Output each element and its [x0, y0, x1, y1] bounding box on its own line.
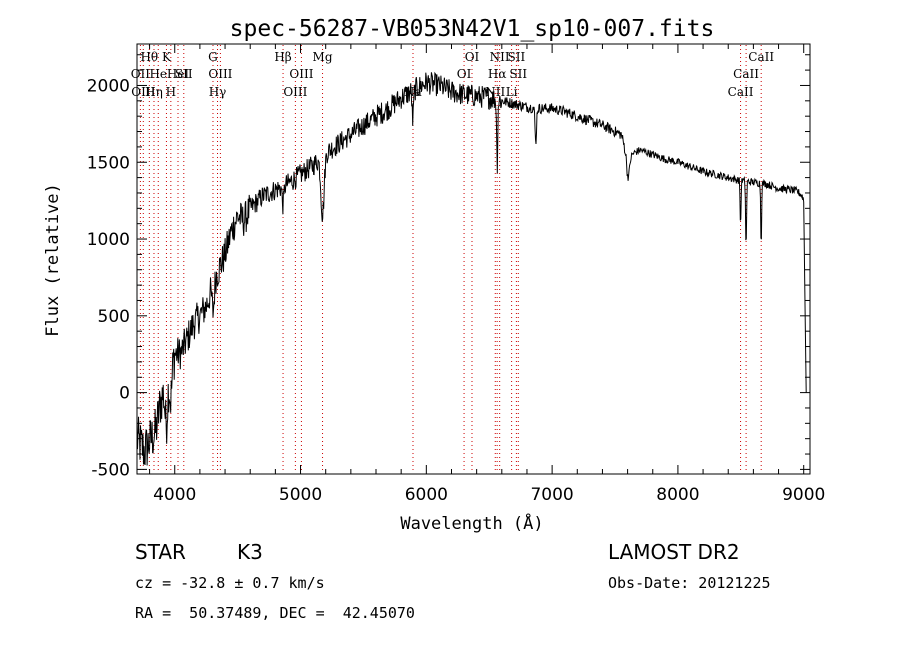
line-marker-label: OIII: [283, 85, 307, 99]
line-marker-label: Hβ: [274, 50, 291, 64]
x-tick-label: 6000: [405, 485, 448, 505]
line-marker-label: OIII: [289, 67, 313, 81]
obs-date: Obs-Date: 20121225: [608, 574, 771, 592]
line-marker-label: SII: [175, 67, 193, 81]
y-tick-label: -500: [91, 460, 130, 480]
line-marker-label: OIII: [208, 67, 232, 81]
line-marker-label: OII: [131, 67, 151, 81]
line-marker-label: H: [166, 85, 176, 99]
plot-frame: [136, 43, 811, 475]
x-axis-label: Wavelength (Å): [400, 512, 543, 534]
line-marker-label: G: [208, 50, 218, 64]
object-subclass: K3: [237, 540, 263, 564]
line-marker-label: SII: [508, 50, 526, 64]
chart-title: spec-56287-VB053N42V1_sp10-007.fits: [230, 16, 715, 42]
y-tick-label: 0: [119, 384, 130, 404]
line-markers: [139, 45, 762, 473]
line-marker-label: CaII: [733, 67, 759, 81]
object-class: STAR: [135, 540, 186, 564]
x-tick-label: 5000: [279, 485, 322, 505]
line-marker-label: He: [149, 67, 167, 81]
line-marker-label: Li: [506, 85, 518, 99]
redshift-text: cz = -32.8 ± 0.7 km/s: [135, 574, 325, 592]
y-tick-label: 1500: [87, 153, 130, 173]
x-tick-label: 4000: [153, 485, 196, 505]
line-marker-label: Hα: [488, 67, 507, 81]
y-tick-label: 2000: [87, 76, 130, 96]
y-axis-label: Flux (relative): [43, 183, 63, 337]
y-tick-label: 500: [98, 307, 130, 327]
line-marker-label: Mg: [313, 50, 333, 64]
line-marker-label: Hθ: [140, 50, 158, 64]
y-tick-label: 1000: [87, 230, 130, 250]
line-marker-label: CaII: [728, 85, 754, 99]
line-marker-label: NII: [485, 85, 505, 99]
line-marker-label: Hη: [145, 85, 163, 99]
line-marker-label: K: [162, 50, 172, 64]
survey-name: LAMOST DR2: [608, 540, 740, 564]
line-marker-label: OI: [457, 67, 472, 81]
line-marker-label: HeI: [167, 67, 190, 81]
line-marker-labels: OIIOIIIHθHηHeKHHeISIIGHγOIIIHβOIIIOIIIMg…: [131, 50, 775, 99]
spectrum-line: [136, 71, 807, 466]
line-marker-label: NII: [490, 50, 510, 64]
x-tick-label: 9000: [782, 485, 825, 505]
axes: 4000 5000 6000 7000 8000 9000 -500 0 500 1000 1500…: [87, 44, 825, 505]
coordinates: RA = 50.37489, DEC = 42.45070: [135, 604, 415, 622]
x-tick-label: 8000: [656, 485, 699, 505]
x-tick-label: 7000: [530, 485, 573, 505]
line-marker-label: SII: [509, 67, 527, 81]
line-marker-label: OI: [465, 50, 480, 64]
line-marker-label: CaII: [748, 50, 774, 64]
line-marker-label: Hγ: [209, 85, 227, 99]
